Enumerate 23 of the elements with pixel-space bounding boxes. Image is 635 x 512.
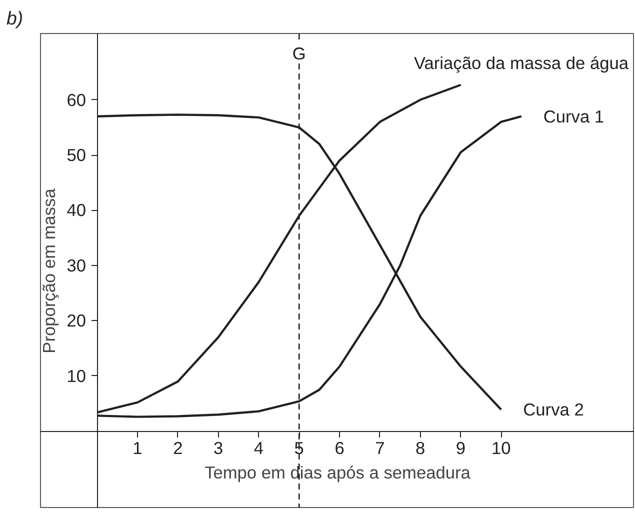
x-tick-label: 2 bbox=[173, 438, 183, 458]
x-tick-label: 1 bbox=[132, 438, 142, 458]
x-tick-label: 7 bbox=[375, 438, 385, 458]
y-tick-label: 10 bbox=[66, 366, 86, 386]
y-tick-label: 60 bbox=[66, 90, 86, 110]
series-label: Variação da massa de água bbox=[414, 52, 629, 73]
ref-line-label: G bbox=[292, 44, 306, 64]
y-axis-title: Proporção em massa bbox=[39, 188, 60, 354]
x-tick-label: 3 bbox=[213, 438, 224, 458]
x-tick-label: 6 bbox=[334, 438, 344, 458]
series-label: Curva 2 bbox=[523, 400, 584, 420]
x-tick-label: 10 bbox=[492, 438, 511, 458]
x-tick-label: 4 bbox=[254, 438, 264, 458]
y-tick-label: 20 bbox=[66, 310, 86, 331]
y-tick-label: 40 bbox=[66, 200, 86, 220]
series-label: Curva 1 bbox=[543, 106, 604, 126]
y-tick-label: 30 bbox=[66, 255, 86, 276]
x-axis-title: Tempo em dias após a semeadura bbox=[204, 462, 471, 482]
x-tick-label: 5 bbox=[294, 438, 304, 458]
y-tick-label: 50 bbox=[66, 145, 86, 166]
x-tick-label: 9 bbox=[456, 438, 466, 458]
text: b) bbox=[6, 8, 24, 28]
x-tick-label: 8 bbox=[416, 438, 426, 458]
